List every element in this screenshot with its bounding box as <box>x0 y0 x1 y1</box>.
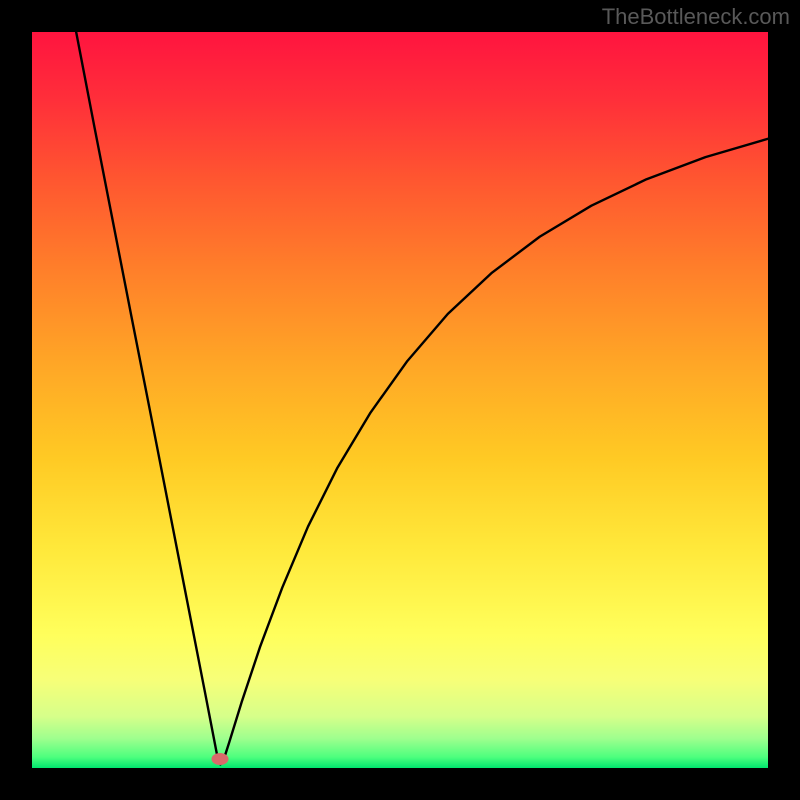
watermark-text: TheBottleneck.com <box>602 4 790 30</box>
bottleneck-curve <box>76 32 768 764</box>
curve-layer <box>32 32 768 768</box>
plot-area <box>32 32 768 768</box>
dip-marker <box>211 753 228 765</box>
